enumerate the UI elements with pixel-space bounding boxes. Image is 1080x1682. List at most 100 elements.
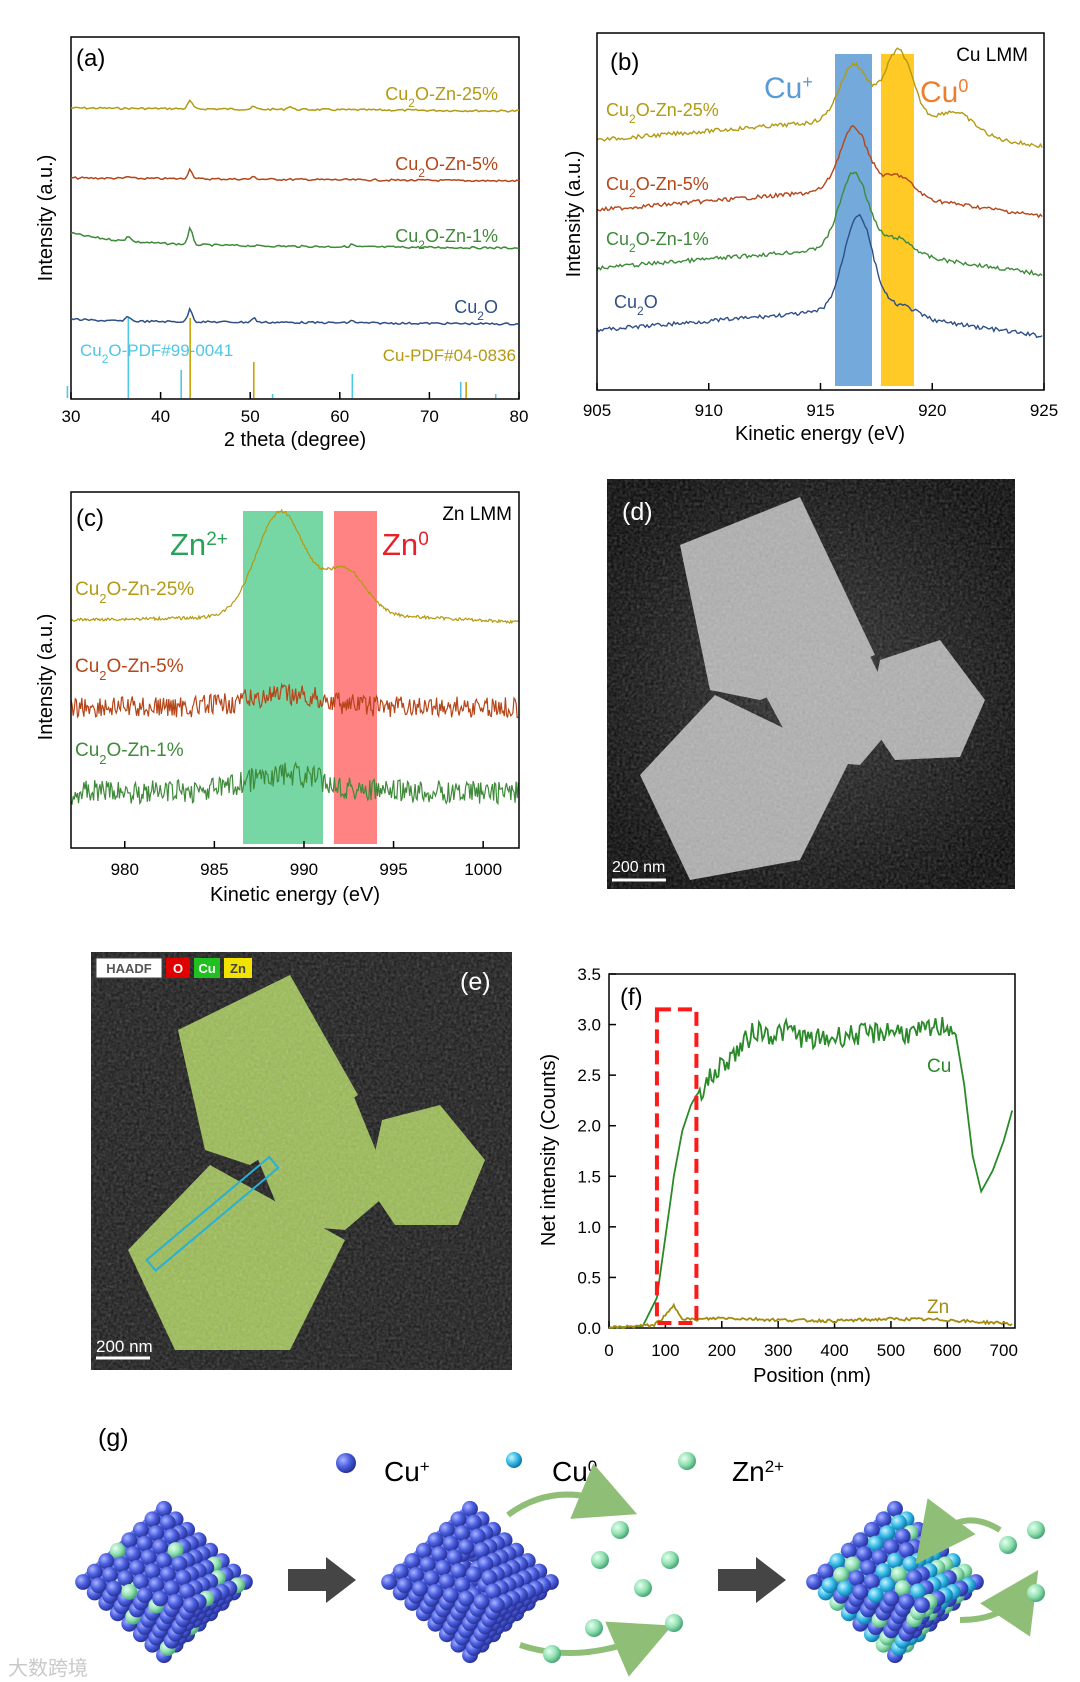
atom (883, 1590, 900, 1607)
panel-a: (a) 30 40 50 60 70 80 Cu2O-Zn-25%Cu2O-Zn-5%Cu… (35, 36, 528, 451)
atom (465, 1566, 482, 1583)
atom (875, 1511, 892, 1528)
panel-a-label: (a) (76, 45, 105, 72)
panel-a-ref-label-cu2o: Cu2O-PDF#99-0041 (80, 341, 233, 366)
panel-g-legend: Cu+ Cu0 Zn2+ (336, 1452, 784, 1487)
atom (75, 1574, 92, 1590)
atom (473, 1593, 490, 1610)
panel-a-series: Cu2O-Zn-25% Cu2O-Zn-5% Cu2O-Zn-1% Cu2O (70, 84, 520, 326)
legend-cu0-icon (506, 1452, 522, 1468)
atom (469, 1528, 486, 1545)
watermark: 大数跨境 (8, 1656, 88, 1680)
panel-b-series: Cu2O-Zn-25% Cu2O-Zn-5% Cu2O-Zn-1% Cu2O (596, 47, 1043, 339)
panel-d-scale-text: 200 nm (612, 859, 665, 876)
atom (840, 1542, 857, 1559)
atom (442, 1587, 459, 1604)
atom (148, 1525, 165, 1541)
atom (129, 1559, 145, 1576)
panel-f-x-tick-label: 700 (990, 1341, 1018, 1360)
atom (860, 1559, 877, 1576)
zn-leach-arrow-bottom (519, 1621, 673, 1677)
panel-f-x-tick-label: 300 (764, 1341, 792, 1360)
atom (902, 1555, 919, 1572)
atom (446, 1549, 463, 1566)
panel-c-x-tick-label: 1000 (464, 860, 502, 879)
panel-f-x-tick-label: 400 (820, 1341, 848, 1360)
atom (485, 1583, 502, 1600)
atom (438, 1573, 455, 1590)
atom (152, 1590, 169, 1607)
atom (415, 1542, 432, 1559)
atom (898, 1593, 915, 1610)
panel-e-linescan-box (145, 1155, 280, 1272)
panel-b-x-tick-label: 905 (583, 401, 611, 420)
zn-return-arrow-bottom (959, 1570, 1039, 1637)
panel-b-frame (596, 32, 1045, 391)
svg-text:Zn: Zn (230, 961, 246, 976)
atom (871, 1549, 888, 1566)
atom (132, 1573, 149, 1590)
atom (914, 1597, 930, 1614)
atom (90, 1577, 107, 1594)
zn-ion (591, 1551, 609, 1569)
panel-a-series-line (70, 225, 520, 250)
atom (419, 1556, 436, 1573)
zn-ion (1027, 1521, 1045, 1539)
atom (113, 1556, 130, 1573)
panel-f-x-tick-label: 100 (651, 1341, 679, 1360)
panel-c-x-ticks: 980 985 990 995 1000 (111, 841, 502, 879)
zn-ion (665, 1614, 683, 1632)
panel-a-ylabel: Intensity (a.u.) (35, 155, 57, 282)
panel-b-band-label-cu0: Cu0 (920, 76, 968, 109)
panel-f-y-tick-label: 3.0 (577, 1016, 601, 1035)
panel-b-series-line (596, 124, 1043, 219)
atom (890, 1566, 907, 1583)
panel-b-series-line (596, 47, 1043, 149)
panel-c-series-line (70, 682, 519, 719)
atom (98, 1553, 115, 1570)
zn-ion (585, 1619, 603, 1637)
atom (159, 1514, 176, 1531)
panel-b-ylabel: Intensity (a.u.) (563, 151, 585, 278)
panel-f-y-tick-label: 1.0 (577, 1218, 601, 1237)
panel-f-x-tick-label: 200 (708, 1341, 736, 1360)
panel-b-x-tick-label: 920 (918, 401, 946, 420)
atom (465, 1514, 482, 1531)
panel-a-series-line (70, 306, 520, 326)
panel-c-series-label: Cu2O-Zn-1% (75, 740, 184, 767)
panel-c-series-label: Cu2O-Zn-25% (75, 579, 194, 606)
panel-a-reference-lines (66, 318, 497, 398)
atom (477, 1555, 494, 1572)
panel-c-ylabel: Intensity (a.u.) (35, 614, 57, 741)
atom (450, 1511, 467, 1528)
panel-e-scale-text: 200 nm (96, 1337, 153, 1356)
svg-text:HAADF: HAADF (106, 961, 152, 976)
panel-c: Cu2O-Zn-25% Cu2O-Zn-5% Cu2O-Zn-1% (c) Zn L… (35, 491, 520, 906)
atom (879, 1525, 896, 1541)
panel-f-x-tick-label: 500 (877, 1341, 905, 1360)
atom (867, 1587, 884, 1604)
atom (473, 1542, 490, 1559)
process-arrow-2 (718, 1557, 786, 1603)
panel-c-series-line (70, 508, 519, 625)
atom (140, 1549, 157, 1566)
octahedron-leached (381, 1500, 559, 1664)
panel-a-x-tick-label: 50 (241, 407, 260, 426)
panel-a-series-label: Cu2O (454, 297, 498, 323)
panel-c-x-tick-label: 995 (379, 860, 407, 879)
atom (806, 1574, 823, 1590)
atom (381, 1574, 398, 1590)
atom (450, 1563, 467, 1579)
atom (171, 1555, 188, 1572)
atom (136, 1587, 153, 1604)
atom (848, 1570, 865, 1587)
zn-leach-arrow-top (506, 1463, 638, 1519)
panel-f-frame (608, 973, 1016, 1329)
atom (488, 1597, 505, 1614)
panel-b-xlabel: Kinetic energy (eV) (735, 423, 905, 445)
svg-text:Cu+: Cu+ (384, 1456, 430, 1487)
panel-a-x-tick-label: 70 (420, 407, 439, 426)
panel-c-x-tick-label: 990 (290, 860, 318, 879)
panel-f-series-label-cu: Cu (927, 1056, 951, 1077)
